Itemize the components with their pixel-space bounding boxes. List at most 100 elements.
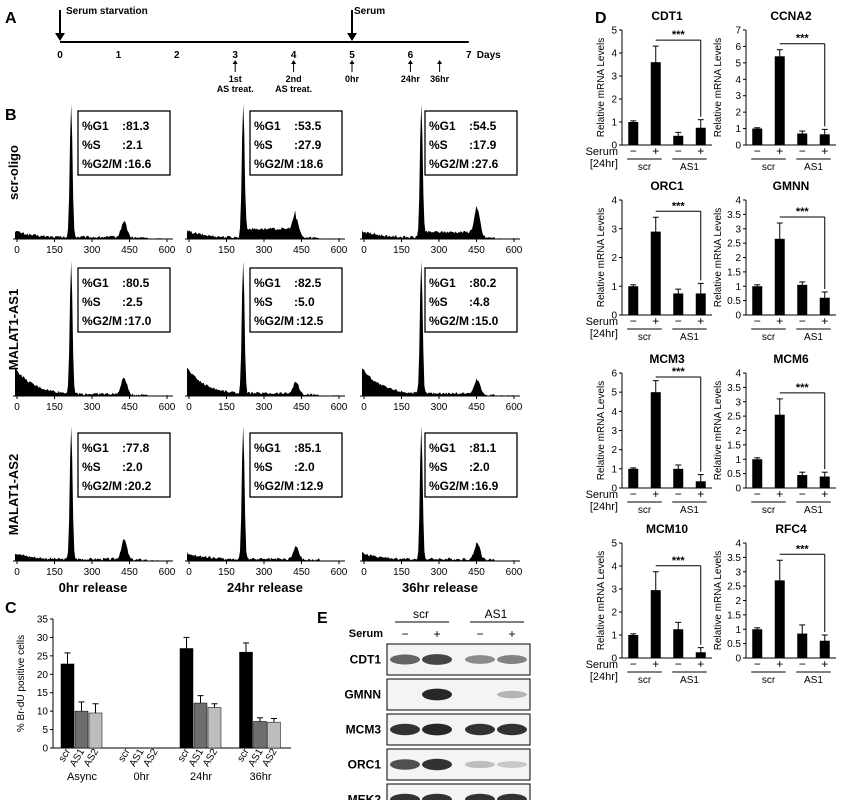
d-y-tick-label: 2 [611, 253, 617, 264]
d-bar [752, 286, 763, 315]
d-y-tick-label: 7 [735, 26, 741, 37]
d-y-tick-label: 0.5 [727, 469, 741, 480]
day-tick-label: 0 [57, 50, 63, 61]
event-label: AS treat. [217, 84, 254, 94]
d-significance-stars: *** [672, 366, 686, 378]
d-y-axis-label: Relative mRNA Levels [713, 551, 724, 650]
d-serum-sign: − [799, 314, 806, 328]
serum-label: Serum [354, 6, 385, 17]
panel-label-d: D [595, 10, 607, 27]
d-serum-sign: − [754, 314, 761, 328]
d-y-tick-label: 4 [735, 196, 741, 207]
d-y-tick-label: 3 [735, 567, 741, 578]
stat-label: %S [254, 295, 273, 309]
stat-label: %G2/M [254, 479, 294, 493]
d-bar [797, 284, 808, 315]
histogram-x-tick-label: 150 [46, 245, 63, 256]
stat-value: :12.5 [296, 314, 324, 328]
histogram-x-tick-label: 600 [506, 402, 523, 413]
day-tick-label: 6 [408, 50, 414, 61]
d-group-label: scr [638, 332, 652, 343]
d-serum-sign: − [754, 144, 761, 158]
event-label: 24hr [401, 74, 421, 84]
histogram-x-tick-label: 0 [14, 245, 20, 256]
d-y-tick-label: 0.5 [727, 639, 741, 650]
stat-label: %S [429, 138, 448, 152]
d-subplot-title: GMNN [773, 179, 810, 193]
d-group-label: scr [762, 675, 776, 686]
d-subplot-title: MCM10 [646, 522, 688, 536]
stat-value: :16.6 [124, 157, 152, 171]
c-bar [253, 721, 267, 749]
stat-label: %G1 [429, 276, 456, 290]
c-group-label: Async [67, 771, 97, 783]
d-y-tick-label: 2 [611, 608, 617, 619]
stat-label: %G2/M [254, 157, 294, 171]
e-blot-band [465, 723, 495, 736]
d-y-tick-label: 0 [611, 484, 617, 495]
row-label: scr-oligo [6, 145, 21, 200]
d-time-label: [24hr] [590, 501, 618, 513]
histogram-x-tick-label: 300 [84, 402, 101, 413]
c-y-tick-label: 35 [37, 615, 49, 626]
event-arrow-head [232, 60, 238, 64]
d-y-tick-label: 0.5 [727, 296, 741, 307]
histogram-x-tick-label: 300 [256, 567, 273, 578]
d-bar [819, 476, 830, 488]
d-serum-sign: − [675, 314, 682, 328]
d-serum-sign: + [776, 487, 783, 501]
d-y-tick-label: 4 [611, 562, 617, 573]
stat-value: :81.3 [122, 119, 150, 133]
c-y-tick-label: 0 [42, 744, 48, 755]
d-y-tick-label: 1 [735, 455, 741, 466]
d-significance-stars: *** [672, 555, 686, 567]
e-protein-label: CDT1 [350, 653, 382, 667]
cell-cycle-stats-box [249, 110, 343, 176]
stat-label: %G2/M [82, 314, 122, 328]
c-y-tick-label: 25 [37, 651, 49, 662]
histogram-x-tick-label: 300 [431, 402, 448, 413]
e-blot-band [422, 758, 452, 771]
e-serum-sign: − [476, 627, 483, 641]
histogram [362, 261, 518, 396]
d-group-label: AS1 [804, 675, 823, 686]
panel-label-c: C [5, 600, 17, 617]
d-serum-sign: + [697, 487, 704, 501]
histogram-x-tick-label: 600 [159, 567, 176, 578]
d-serum-sign: + [776, 144, 783, 158]
d-subplot-title: ORC1 [650, 179, 684, 193]
stat-label: %S [254, 138, 273, 152]
d-bar [673, 135, 684, 145]
c-bar-category-label: AS2 [82, 747, 101, 769]
stat-value: :81.1 [469, 441, 497, 455]
event-arrow-head [349, 60, 355, 64]
histogram-x-tick-label: 450 [121, 567, 138, 578]
d-y-tick-label: 1 [611, 282, 617, 293]
d-y-tick-label: 2 [611, 95, 617, 106]
d-group-label: AS1 [804, 505, 823, 516]
e-blot-band [497, 723, 527, 736]
d-y-tick-label: 1 [735, 625, 741, 636]
stat-value: :15.0 [471, 314, 499, 328]
stat-value: :27.9 [294, 138, 322, 152]
d-bar [774, 238, 785, 315]
d-serum-sign: − [675, 487, 682, 501]
d-bar [819, 640, 830, 658]
histogram-x-tick-label: 150 [218, 567, 235, 578]
histogram-x-tick-label: 450 [121, 245, 138, 256]
d-significance-stars: *** [796, 382, 810, 394]
stat-value: :2.0 [294, 460, 315, 474]
e-blot-band [390, 654, 420, 665]
c-bar [60, 663, 75, 749]
d-group-label: scr [638, 162, 652, 173]
d-y-tick-label: 4 [735, 539, 741, 550]
d-group-label: scr [638, 505, 652, 516]
d-y-tick-label: 2 [735, 596, 741, 607]
histogram-x-tick-label: 600 [506, 567, 523, 578]
stat-label: %S [429, 460, 448, 474]
histogram-x-tick-label: 0 [186, 402, 192, 413]
stat-value: :82.5 [294, 276, 322, 290]
day-tick-label: 4 [291, 50, 297, 61]
d-serum-sign: + [821, 657, 828, 671]
c-bar [207, 707, 222, 749]
